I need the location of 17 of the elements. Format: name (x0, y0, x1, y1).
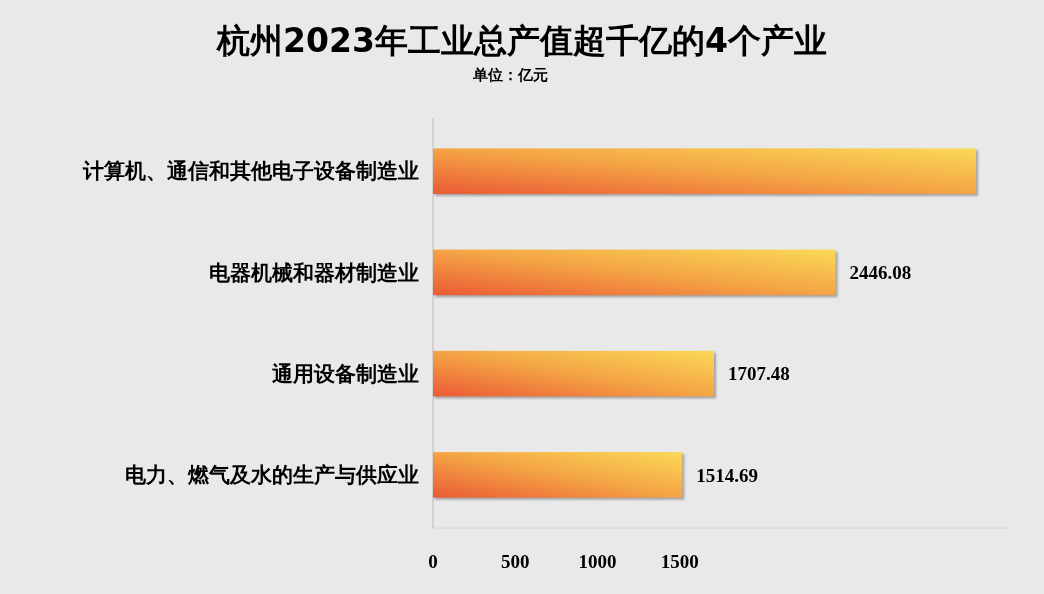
y-tick-label: 电器机械和器材制造业 (209, 260, 419, 285)
chart-title: 杭州2023年工业总产值超千亿的4个产业 (216, 21, 827, 60)
y-tick-label: 通用设备制造业 (271, 361, 419, 386)
bar (433, 249, 836, 296)
x-tick-label: 1000 (578, 551, 617, 572)
x-tick-label: 500 (501, 551, 530, 572)
data-label: 2446.08 (849, 262, 912, 284)
data-label: 1514.69 (696, 464, 759, 486)
data-label: 1707.48 (728, 363, 790, 385)
chart-subtitle: 单位：亿元 (471, 66, 548, 84)
y-tick-label: 计算机、通信和其他电子设备制造业 (82, 159, 419, 184)
y-tick-label: 电力、燃气及水的生产与供应业 (125, 463, 419, 488)
bar (433, 148, 977, 194)
bar (433, 350, 714, 397)
x-tick-label: 0 (428, 551, 438, 572)
bar (433, 452, 683, 498)
x-tick-label: 1500 (660, 551, 699, 572)
